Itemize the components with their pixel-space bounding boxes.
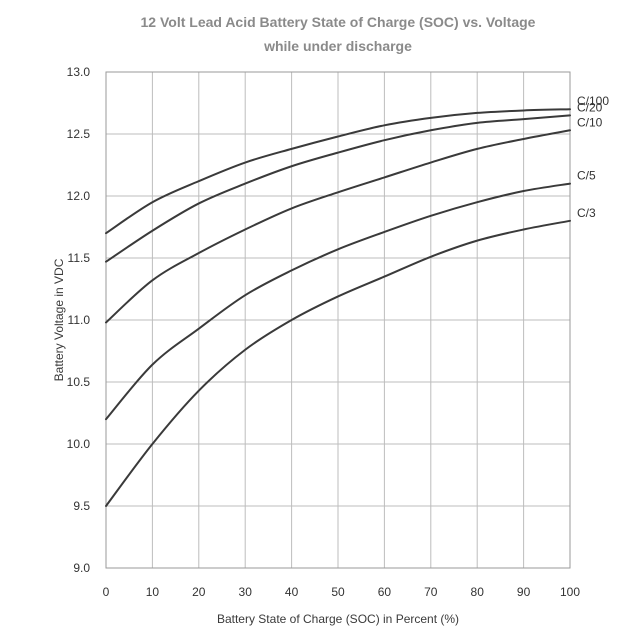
grid [105,71,571,569]
x-tick-label: 100 [560,585,580,599]
y-tick-label: 10.5 [67,375,91,389]
series-line-c-3 [105,219,571,507]
series-line-c-5 [105,182,571,421]
series-line-c-100 [105,108,571,235]
y-tick-label: 9.5 [73,499,90,513]
x-axis-label: Battery State of Charge (SOC) in Percent… [217,612,459,626]
x-tick-label: 90 [517,585,531,599]
x-tick-label: 70 [424,585,438,599]
y-tick-label: 13.0 [67,65,91,79]
x-tick-label: 30 [239,585,253,599]
x-tick-label: 50 [331,585,345,599]
series-label-c-5: C/5 [577,169,596,183]
series-line-c-10 [105,129,571,324]
x-tick-label: 40 [285,585,299,599]
y-axis-ticks: 9.0 9.5 10.0 10.5 11.0 11.5 12.0 12.5 13.0 [67,65,91,575]
chart-title: 12 Volt Lead Acid Battery State of Charg… [141,14,536,30]
y-tick-label: 10.0 [67,437,91,451]
x-axis-ticks: 0 10 20 30 40 50 60 70 80 90 100 [103,585,581,599]
series-label-c-20: C/20 [577,100,603,114]
series-label-c-3: C/3 [577,206,596,220]
y-tick-label: 12.5 [67,127,91,141]
x-tick-label: 20 [192,585,206,599]
y-tick-label: 11.0 [68,313,91,327]
series-lines [105,108,571,507]
y-tick-label: 9.0 [73,561,90,575]
y-axis-label: Battery Voltage in VDC [52,258,66,381]
chart-subtitle: while under discharge [263,38,412,54]
x-tick-label: 10 [146,585,160,599]
y-tick-label: 11.5 [68,251,91,265]
series-line-c-20 [105,114,571,263]
y-tick-label: 12.0 [67,189,91,203]
x-tick-label: 80 [471,585,485,599]
series-label-c-10: C/10 [577,115,603,129]
plot-frame [105,71,571,569]
series-label-c-100: C/100 [577,94,609,108]
x-tick-label: 0 [103,585,110,599]
x-tick-label: 60 [378,585,392,599]
